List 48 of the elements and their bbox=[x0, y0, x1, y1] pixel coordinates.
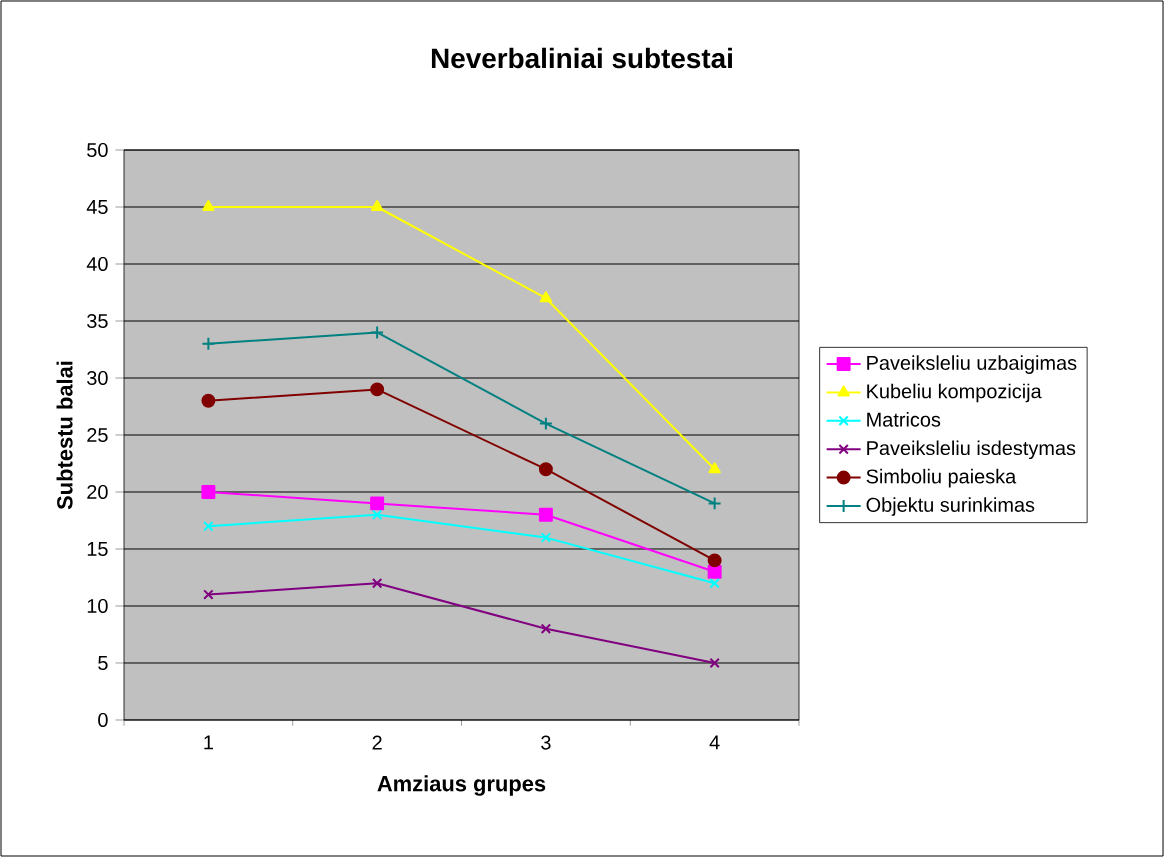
x-tick-label: 3 bbox=[541, 735, 551, 750]
point bbox=[202, 200, 215, 211]
chart-title: Neverbaliniai subtestai bbox=[431, 47, 732, 69]
x-tick-label: 4 bbox=[709, 735, 720, 750]
legend-label: Paveiksleliu isdestymas bbox=[867, 440, 1076, 460]
point bbox=[540, 623, 552, 635]
point bbox=[371, 577, 383, 589]
legend-label: Objektu surinkimas bbox=[866, 497, 1035, 516]
point bbox=[370, 325, 385, 340]
y-tick-label: 45 bbox=[86, 200, 108, 214]
y-tick-label: 50 bbox=[87, 142, 108, 158]
point bbox=[707, 553, 722, 568]
point bbox=[201, 336, 216, 351]
legend-label: Paveiksleliu uzbaigimas bbox=[867, 355, 1077, 374]
point bbox=[201, 485, 216, 499]
legend-label: Matricos bbox=[867, 412, 941, 427]
point bbox=[370, 382, 385, 397]
y-tick-label: 0 bbox=[98, 712, 108, 728]
point bbox=[708, 462, 721, 474]
y-tick-label: 25 bbox=[87, 427, 108, 443]
y-tick-label: 40 bbox=[86, 256, 108, 272]
point bbox=[203, 589, 214, 600]
y-tick-label: 10 bbox=[87, 598, 108, 614]
point bbox=[203, 520, 214, 532]
point bbox=[538, 416, 553, 431]
point bbox=[709, 577, 720, 589]
x-axis-title: Amziaus grupes bbox=[377, 775, 546, 796]
y-tick-label: 35 bbox=[87, 313, 108, 329]
point bbox=[540, 532, 552, 543]
point bbox=[538, 462, 553, 477]
legend-label: Simboliu paieska bbox=[866, 468, 1017, 488]
point bbox=[201, 393, 216, 408]
legend-label: Kubeliu kompozicija bbox=[867, 383, 1042, 403]
point bbox=[539, 291, 553, 303]
point bbox=[707, 564, 722, 579]
y-tick-label: 5 bbox=[98, 656, 108, 670]
x-tick-label: 2 bbox=[372, 735, 382, 750]
y-tick-label: 20 bbox=[87, 484, 108, 500]
point bbox=[707, 496, 722, 511]
point bbox=[709, 657, 720, 669]
y-tick-label: 15 bbox=[87, 542, 108, 556]
point bbox=[370, 200, 384, 211]
y-tick-label: 30 bbox=[87, 370, 108, 386]
x-tick-label: 1 bbox=[204, 735, 213, 750]
point bbox=[371, 509, 383, 521]
point bbox=[370, 496, 385, 511]
y-axis-title: Subtestu balai bbox=[56, 361, 73, 510]
point bbox=[538, 507, 553, 522]
